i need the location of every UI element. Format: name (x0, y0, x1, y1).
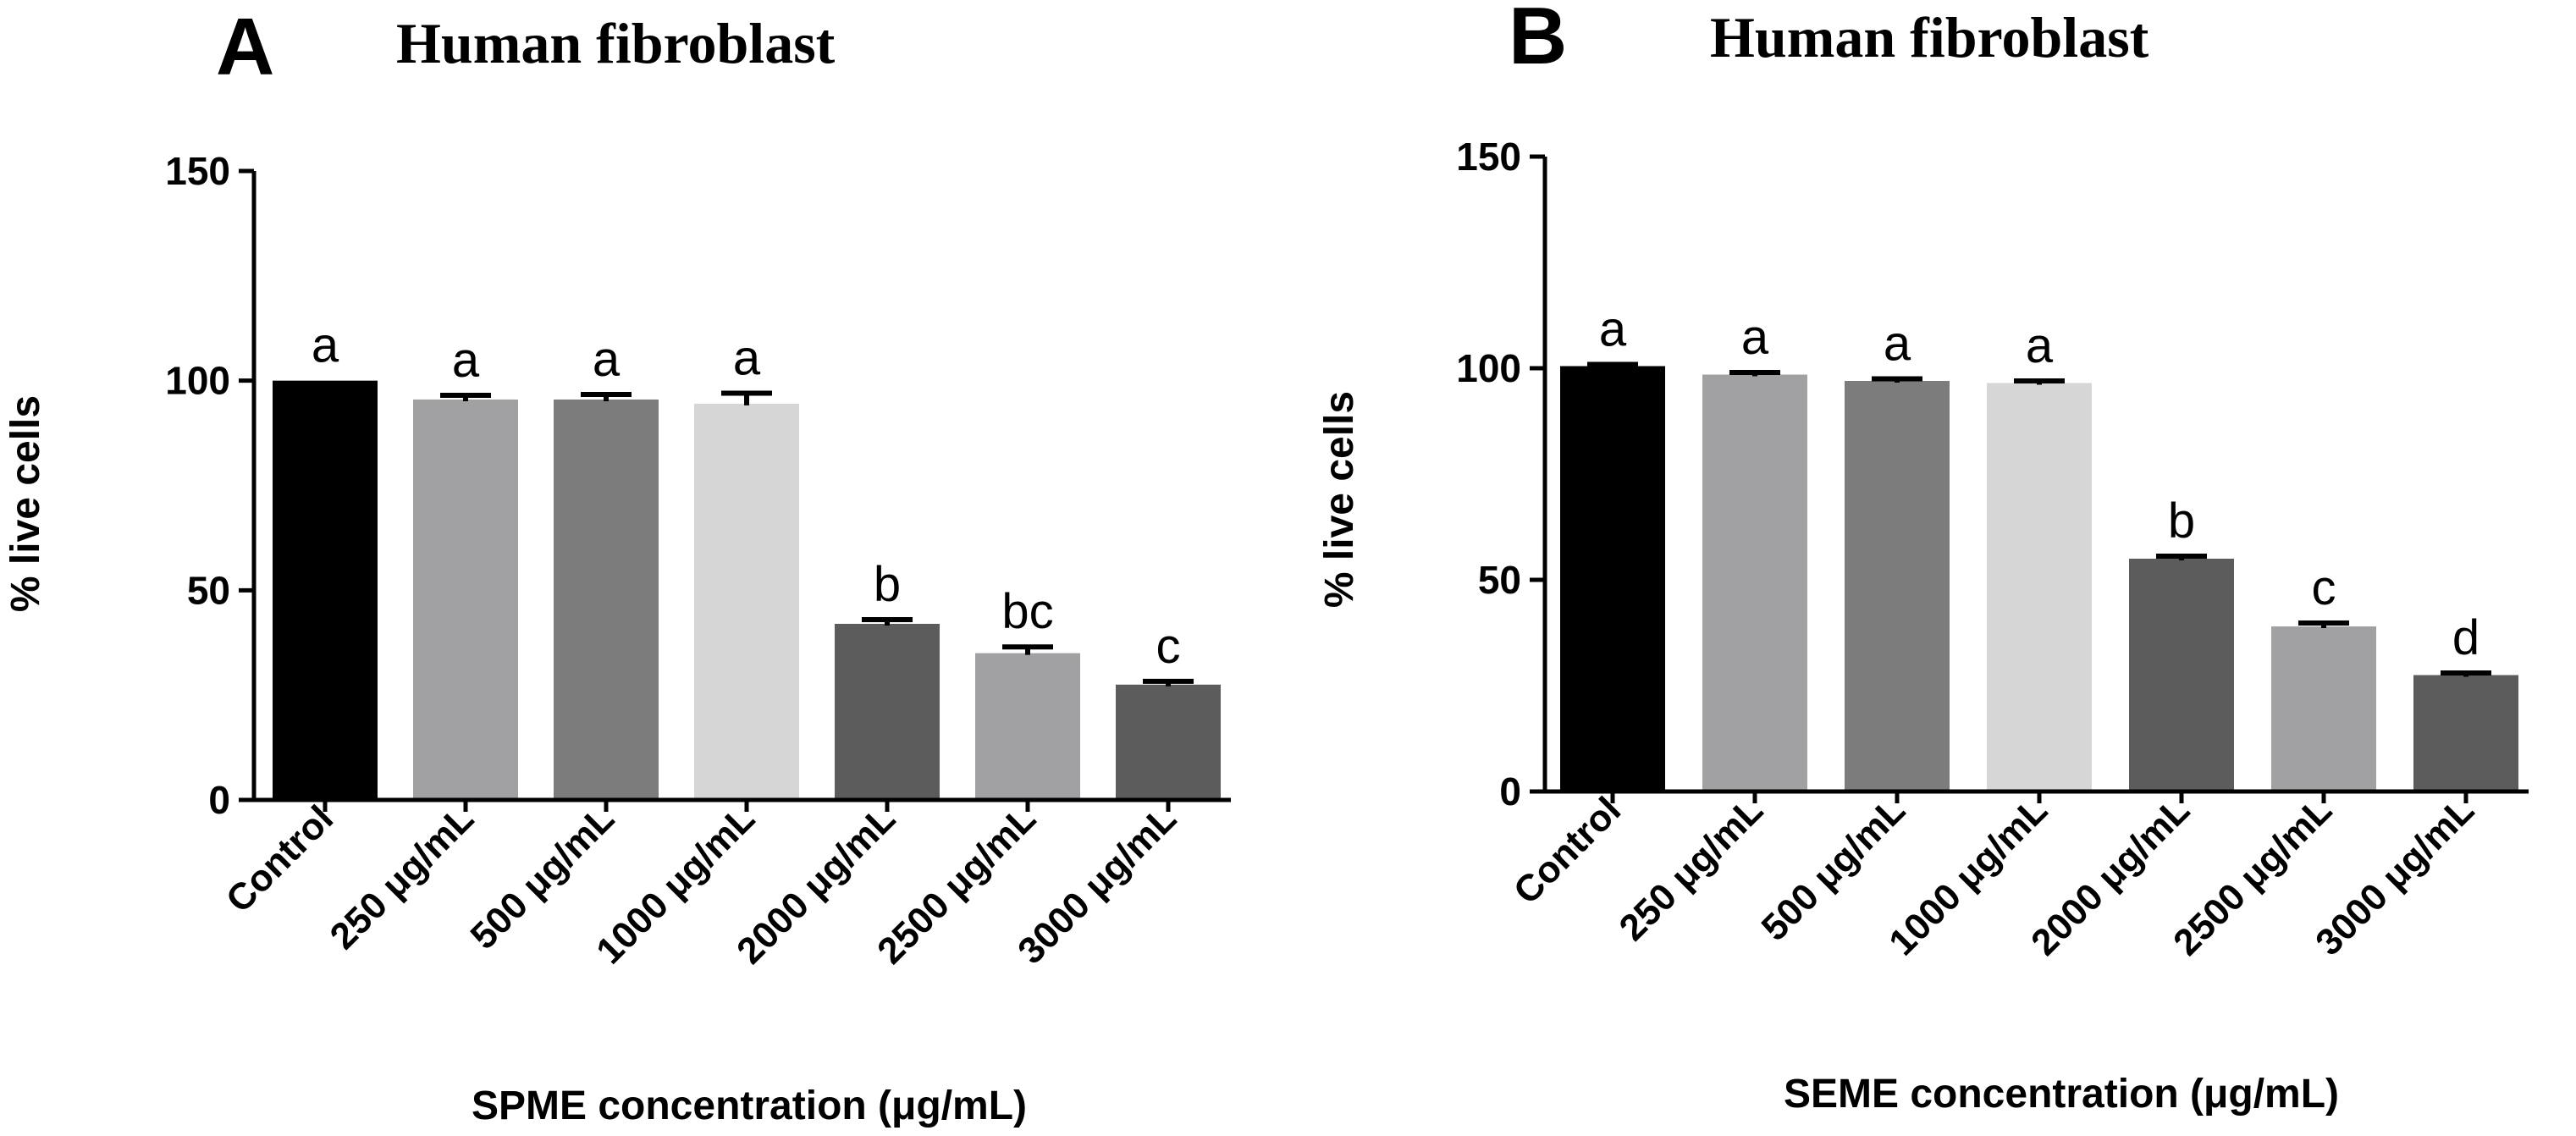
bar-b-4 (2129, 559, 2234, 791)
significance-label-b-2: a (1884, 317, 1911, 372)
y-tick-label-b-3: 150 (1456, 135, 1521, 179)
significance-label-b-4: b (2168, 494, 2195, 549)
bar-b-6 (2413, 675, 2518, 791)
significance-label-a-5: bc (1001, 584, 1053, 639)
bar-b-0 (1560, 366, 1665, 791)
y-axis-label-b: % live cells (1317, 391, 1362, 608)
panel-letter-a: A (216, 2, 274, 92)
category-label-a-1: 250 μg/mL (323, 797, 483, 957)
chart-panel-a: A Human fibroblast % live cells SPME con… (3, 2, 1231, 1128)
bar-b-1 (1702, 374, 1807, 791)
error-bar-b-3 (2014, 378, 2065, 385)
y-tick-label-b-0: 0 (1499, 769, 1521, 813)
chart-title-a: Human fibroblast (396, 11, 836, 75)
category-label-a-0: Control (218, 797, 341, 920)
y-tick-label-a-3: 150 (165, 149, 230, 193)
error-bar-b-6 (2441, 670, 2491, 677)
error-bar-b-1 (1729, 370, 1780, 377)
bar-a-5 (975, 653, 1080, 800)
error-bar-b-0 (1587, 361, 1638, 368)
bar-b-2 (1845, 381, 1950, 791)
error-bar-b-5 (2298, 620, 2349, 628)
significance-label-a-3: a (733, 331, 761, 386)
error-bar-a-3 (721, 390, 772, 405)
bar-a-2 (554, 399, 659, 800)
significance-label-b-5: c (2312, 560, 2336, 615)
y-tick-label-b-2: 100 (1456, 346, 1521, 390)
bar-a-1 (413, 399, 518, 800)
error-bar-a-5 (1002, 644, 1053, 655)
significance-label-b-3: a (2026, 318, 2054, 373)
chart-panel-b: B Human fibroblast % live cells SEME con… (1317, 0, 2529, 1117)
significance-label-b-6: d (2452, 610, 2479, 665)
bar-a-3 (694, 403, 799, 800)
significance-label-a-2: a (593, 332, 621, 387)
error-bar-a-2 (581, 392, 632, 401)
bar-a-0 (273, 380, 378, 800)
bar-b-3 (1987, 383, 2092, 791)
category-label-b-1: 250 μg/mL (1612, 789, 1772, 949)
bar-b-5 (2271, 626, 2376, 791)
x-axis-label-a: SPME concentration (μg/mL) (472, 1084, 1027, 1128)
panel-letter-b: B (1509, 0, 1567, 81)
significance-label-a-6: c (1156, 619, 1181, 674)
bar-a-6 (1116, 684, 1221, 800)
x-axis-label-b: SEME concentration (μg/mL) (1784, 1072, 2339, 1117)
significance-label-a-4: b (874, 557, 901, 612)
error-bar-a-6 (1143, 678, 1194, 687)
y-tick-label-a-0: 0 (208, 778, 230, 822)
significance-label-a-1: a (452, 333, 480, 388)
y-tick-label-b-1: 50 (1478, 558, 1521, 602)
significance-label-b-1: a (1741, 310, 1769, 365)
chart-title-b: Human fibroblast (1710, 5, 2149, 69)
significance-label-b-0: a (1599, 302, 1627, 357)
error-bar-b-2 (1872, 376, 1922, 383)
bar-a-4 (835, 623, 940, 800)
significance-label-a-0: a (312, 318, 339, 373)
error-bar-a-1 (440, 393, 491, 401)
error-bar-a-4 (862, 617, 913, 626)
y-tick-label-a-2: 100 (165, 359, 230, 403)
error-bar-b-4 (2156, 554, 2207, 560)
y-tick-label-a-1: 50 (187, 568, 230, 612)
category-label-b-0: Control (1506, 789, 1629, 912)
y-axis-label-a: % live cells (3, 395, 48, 612)
